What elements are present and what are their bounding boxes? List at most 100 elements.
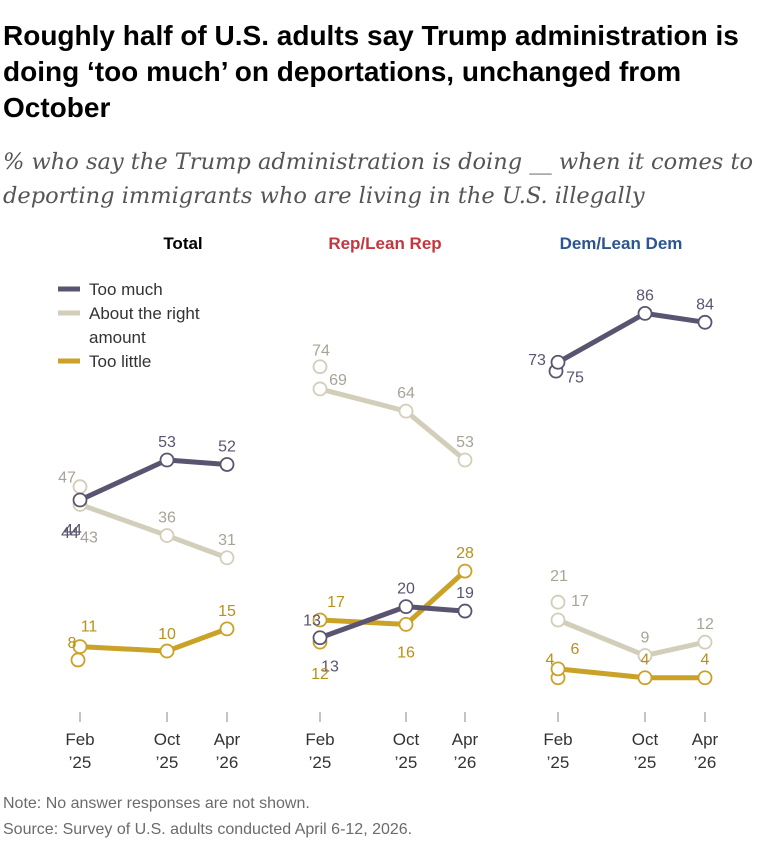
data-point-marker	[70, 652, 86, 668]
data-label: 43	[80, 529, 98, 546]
data-label: 8	[68, 635, 77, 652]
x-tick-label: Oct	[154, 730, 181, 749]
series-line	[77, 626, 230, 654]
data-point	[72, 492, 88, 508]
data-label: 64	[397, 385, 415, 402]
x-tick-label: Feb	[65, 730, 94, 749]
data-label: 15	[218, 603, 236, 620]
data-point	[159, 452, 175, 468]
data-label: 86	[636, 287, 654, 304]
data-point	[219, 621, 235, 637]
data-point	[637, 648, 653, 663]
series-line	[317, 386, 468, 463]
data-label: 4	[546, 652, 555, 669]
source-text: Source: Survey of U.S. adults conducted …	[3, 821, 413, 838]
data-label: 16	[397, 644, 415, 661]
data-label: 69	[329, 372, 347, 389]
legend-label: Too little	[89, 352, 151, 371]
x-tick-label: ’26	[216, 753, 239, 772]
data-point	[219, 457, 235, 472]
data-point	[697, 634, 713, 650]
x-tick-label: Oct	[632, 730, 659, 749]
data-point	[637, 306, 653, 321]
panel-title: Dem/Lean Dem	[560, 234, 683, 253]
data-label: 17	[571, 593, 589, 610]
x-tick-label: Apr	[452, 730, 479, 749]
series-line	[555, 666, 708, 681]
data-label: 13	[303, 613, 321, 630]
x-tick-label: Oct	[393, 730, 420, 749]
data-label: 21	[550, 568, 568, 585]
data-label: 84	[696, 296, 714, 313]
data-point	[697, 314, 713, 330]
data-point	[398, 617, 414, 632]
panel-title: Rep/Lean Rep	[328, 234, 441, 253]
series-line	[555, 310, 708, 365]
data-point	[159, 643, 175, 659]
x-tick-label: Apr	[692, 730, 719, 749]
data-label: 28	[456, 545, 474, 562]
data-point	[398, 403, 414, 419]
x-tick-label: ’25	[634, 753, 657, 772]
data-point	[457, 603, 473, 619]
data-label: 11	[81, 619, 98, 636]
data-point	[159, 528, 175, 543]
x-tick-label: Feb	[543, 730, 572, 749]
panel-title: Total	[163, 234, 202, 253]
data-label: 44	[64, 522, 82, 539]
x-tick-label: ’26	[694, 753, 717, 772]
data-label: 47	[58, 470, 76, 487]
legend-label: Too much	[89, 280, 163, 299]
data-label: 19	[456, 585, 474, 602]
data-point	[312, 381, 328, 397]
legend-label: About the right	[89, 304, 200, 323]
series-line	[77, 501, 230, 561]
data-label: 12	[696, 616, 714, 633]
data-point-marker	[312, 359, 328, 375]
x-tick-label: ’25	[69, 753, 92, 772]
series-line	[77, 457, 230, 503]
data-label: 10	[158, 626, 176, 643]
data-label: 75	[566, 369, 584, 386]
data-point	[398, 599, 414, 615]
data-point	[72, 639, 88, 655]
data-label: 53	[456, 434, 474, 451]
data-point	[457, 563, 473, 579]
data-point	[312, 612, 328, 628]
x-tick-label: Apr	[214, 730, 241, 749]
data-label: 53	[158, 434, 176, 451]
data-label: 52	[218, 438, 236, 455]
series-line	[555, 617, 708, 659]
data-point	[637, 670, 653, 686]
data-label: 36	[158, 510, 176, 527]
data-label: 4	[701, 652, 710, 669]
data-point-marker	[550, 594, 566, 610]
note-text: Note: No answer responses are not shown.	[3, 795, 310, 812]
chart-title: Roughly half of U.S. adults say Trump ad…	[3, 20, 739, 123]
data-label: 44	[61, 525, 79, 542]
data-point	[457, 452, 473, 468]
x-tick-label: ’25	[309, 753, 332, 772]
data-label: 20	[397, 581, 415, 598]
chart-subtitle: % who say the Trump administration is do…	[3, 149, 754, 209]
data-label: 6	[571, 641, 580, 658]
data-label: 4	[641, 652, 650, 669]
data-label: 12	[311, 666, 329, 683]
data-label: 74	[312, 343, 330, 360]
data-point	[550, 612, 566, 628]
data-point	[312, 630, 328, 646]
data-label: 17	[327, 594, 345, 611]
data-label: 13	[321, 659, 339, 676]
x-tick-label: Feb	[305, 730, 334, 749]
data-point	[550, 661, 566, 677]
data-point	[219, 550, 235, 566]
x-tick-label: ’25	[395, 753, 418, 772]
x-tick-label: ’25	[156, 753, 179, 772]
x-tick-label: ’25	[547, 753, 570, 772]
data-label: 9	[641, 630, 650, 647]
data-point	[697, 670, 713, 686]
x-tick-label: ’26	[454, 753, 477, 772]
legend-label: amount	[89, 328, 146, 347]
data-point	[550, 354, 566, 370]
